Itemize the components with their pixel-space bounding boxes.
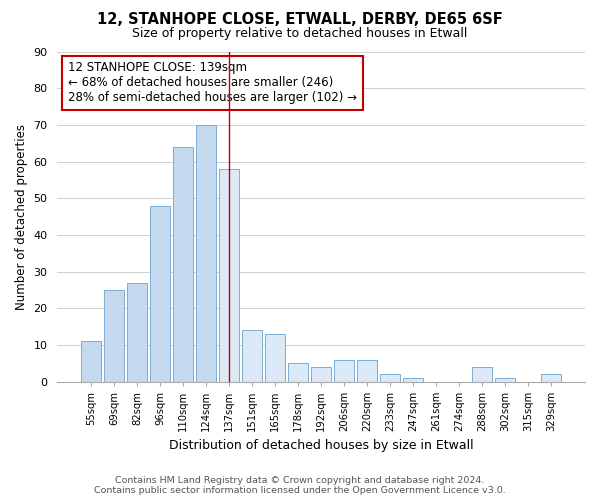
Bar xyxy=(82,342,101,382)
Y-axis label: Number of detached properties: Number of detached properties xyxy=(15,124,28,310)
Bar xyxy=(242,330,262,382)
Bar xyxy=(127,282,147,382)
X-axis label: Distribution of detached houses by size in Etwall: Distribution of detached houses by size … xyxy=(169,440,473,452)
Bar xyxy=(151,206,170,382)
Bar xyxy=(196,125,216,382)
Bar xyxy=(173,147,193,382)
Bar xyxy=(104,290,124,382)
Bar xyxy=(334,360,354,382)
Text: 12 STANHOPE CLOSE: 139sqm
← 68% of detached houses are smaller (246)
28% of semi: 12 STANHOPE CLOSE: 139sqm ← 68% of detac… xyxy=(68,62,357,104)
Bar xyxy=(220,169,239,382)
Bar xyxy=(358,360,377,382)
Bar xyxy=(541,374,561,382)
Bar xyxy=(311,367,331,382)
Bar xyxy=(289,364,308,382)
Bar xyxy=(403,378,423,382)
Text: Contains HM Land Registry data © Crown copyright and database right 2024.
Contai: Contains HM Land Registry data © Crown c… xyxy=(94,476,506,495)
Text: Size of property relative to detached houses in Etwall: Size of property relative to detached ho… xyxy=(133,28,467,40)
Bar xyxy=(472,367,492,382)
Bar xyxy=(265,334,285,382)
Text: 12, STANHOPE CLOSE, ETWALL, DERBY, DE65 6SF: 12, STANHOPE CLOSE, ETWALL, DERBY, DE65 … xyxy=(97,12,503,28)
Bar xyxy=(496,378,515,382)
Bar xyxy=(380,374,400,382)
